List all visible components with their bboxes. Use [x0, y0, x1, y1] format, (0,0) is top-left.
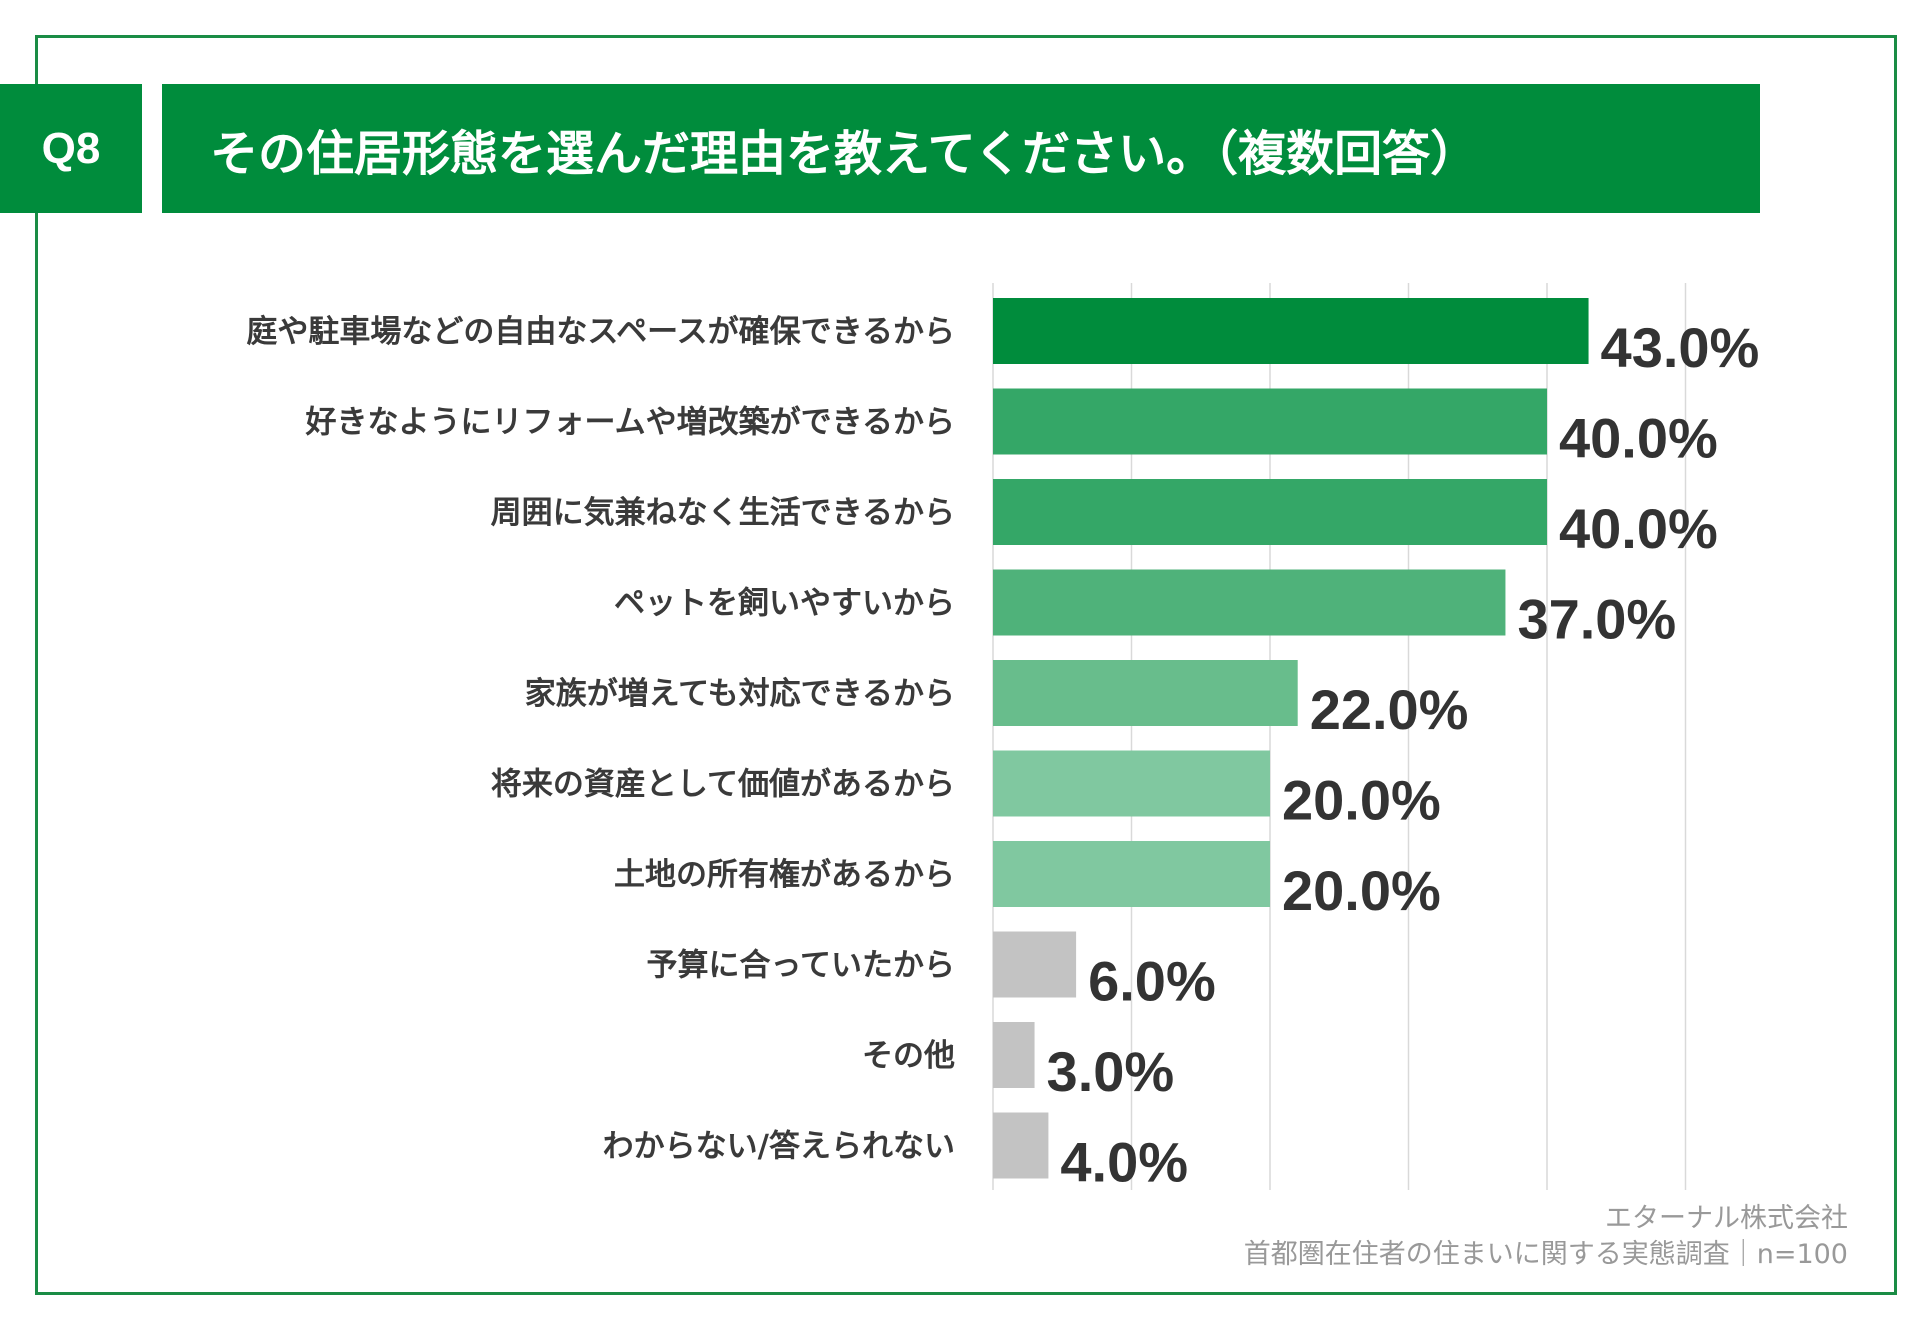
category-label-0: 庭や駐車場などの自由なスペースが確保できるから	[246, 314, 955, 350]
category-label-4: 家族が増えても対応できるから	[525, 676, 955, 712]
value-label-8: 3.0%	[1047, 1040, 1175, 1103]
value-label-0: 43.0%	[1601, 316, 1760, 379]
bar-1	[993, 388, 1547, 455]
question-title: その住居形態を選んだ理由を教えてください。（複数回答）	[162, 84, 1760, 213]
value-label-9: 4.0%	[1060, 1131, 1188, 1194]
category-label-5: 将来の資産として価値があるから	[491, 767, 955, 803]
footer-company: エターナル株式会社	[1605, 1203, 1848, 1234]
category-labels: 庭や駐車場などの自由なスペースが確保できるから好きなようにリフォームや増改築がで…	[246, 314, 955, 1165]
bars	[993, 298, 1589, 1179]
chart-frame	[35, 35, 1897, 1295]
footer-survey-note: 首都圏在住者の住まいに関する実態調査｜n=100	[1243, 1239, 1848, 1270]
category-label-1: 好きなようにリフォームや増改築ができるから	[305, 405, 955, 441]
bar-3	[993, 569, 1506, 636]
value-label-2: 40.0%	[1559, 497, 1718, 560]
value-label-6: 20.0%	[1282, 859, 1441, 922]
question-number-badge: Q8	[0, 84, 142, 213]
category-label-7: 予算に合っていたから	[647, 948, 955, 984]
bar-0	[993, 298, 1589, 364]
category-label-8: その他	[862, 1038, 955, 1074]
category-label-6: 土地の所有権があるから	[614, 857, 955, 893]
value-labels: 43.0% 40.0% 40.0% 37.0% 22.0% 20.0% 20.0% 6.0% 3…	[1047, 316, 1760, 1194]
bar-8	[993, 1022, 1035, 1088]
bar-9	[993, 1112, 1049, 1179]
bar-2	[993, 479, 1547, 545]
value-label-5: 20.0%	[1282, 769, 1441, 832]
category-label-3: ペットを飼いやすいから	[614, 586, 955, 622]
value-label-7: 6.0%	[1088, 950, 1216, 1013]
category-label-9: わからない/答えられない	[603, 1129, 955, 1165]
value-label-1: 40.0%	[1559, 407, 1718, 470]
bar-5	[993, 750, 1270, 817]
bar-4	[993, 660, 1298, 726]
category-label-2: 周囲に気兼ねなく生活できるから	[491, 495, 955, 531]
value-label-4: 22.0%	[1310, 678, 1469, 741]
bar-6	[993, 841, 1270, 907]
value-label-3: 37.0%	[1517, 588, 1676, 651]
bar-7	[993, 931, 1077, 998]
